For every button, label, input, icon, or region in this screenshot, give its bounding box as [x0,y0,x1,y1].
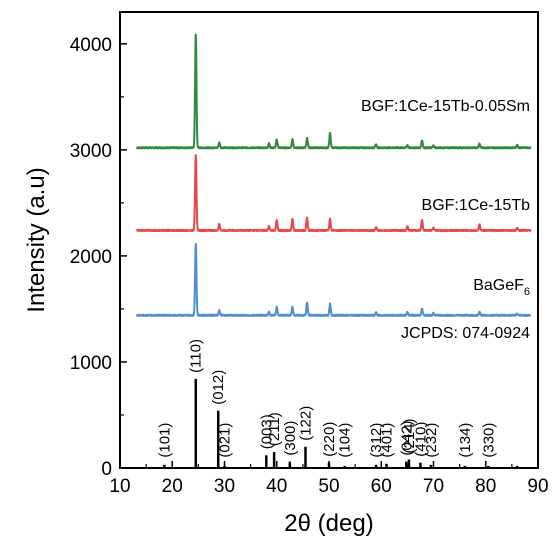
hkl-label: (300) [282,421,299,456]
xrd-trace-3 [135,242,532,317]
xrd-traces [135,33,532,317]
series-label-bgf-ce-tb: BGF:1Ce-15Tb [422,197,531,214]
y-tick-label-4000: 4000 [70,35,112,56]
hkl-label: (330) [480,423,497,458]
hkl-label: (312) [368,423,385,458]
hkl-label: (122) [297,406,314,441]
hkl-label: (134) [457,423,474,458]
hkl-label: (012) [210,370,227,405]
series-label-bgf-ce-tb-sm: BGF:1Ce-15Tb-0.05Sm [361,98,530,115]
y-ticks: 0 1000 2000 3000 4000 [70,35,127,480]
y-tick-label-2000: 2000 [70,247,112,268]
hkl-label: (232) [423,423,440,458]
bagef6-subscript: 6 [524,286,530,298]
x-ticks: 10 20 30 40 50 60 70 80 90 [109,461,549,497]
x-tick-label-30: 30 [214,476,235,497]
plot-frame [119,11,539,469]
x-tick-label-40: 40 [266,476,287,497]
hkl-label: (104) [337,423,354,458]
x-tick-label-50: 50 [318,476,339,497]
hkl-label: (211) [266,412,283,446]
hkl-label: (021) [217,423,234,458]
hkl-labels: (101) (110) (012) (021) (003)(211)(300)(122)… [156,339,497,458]
x-tick-label-90: 90 [527,476,548,497]
x-tick-label-10: 10 [109,476,130,497]
hkl-label: (410) [412,422,429,457]
hkl-label: (042) [398,421,415,456]
x-tick-label-80: 80 [475,476,496,497]
y-axis-title: Intensity (a.u) [23,167,50,312]
x-tick-label-60: 60 [371,476,392,497]
y-tick-label-1000: 1000 [70,353,112,374]
series-label-bagef6: BaGeF6 [473,277,530,298]
hkl-label: (003) [258,414,275,449]
reference-label: JCPDS: 074-0924 [401,325,530,342]
hkl-label: (220) [321,422,338,457]
y-tick-label-3000: 3000 [70,141,112,162]
hkl-label: (110) [188,339,205,373]
hkl-label: (101) [156,423,173,458]
y-tick-label-0: 0 [101,459,112,480]
x-tick-label-20: 20 [162,476,183,497]
x-tick-label-70: 70 [423,476,444,497]
hkl-label: (401) [378,423,395,458]
bagef6-main: BaGeF [473,277,524,294]
hkl-label: (214) [401,418,418,453]
xrd-trace-2 [135,154,532,233]
x-axis-title: 2θ (deg) [284,510,373,537]
xrd-trace-1 [135,33,532,150]
